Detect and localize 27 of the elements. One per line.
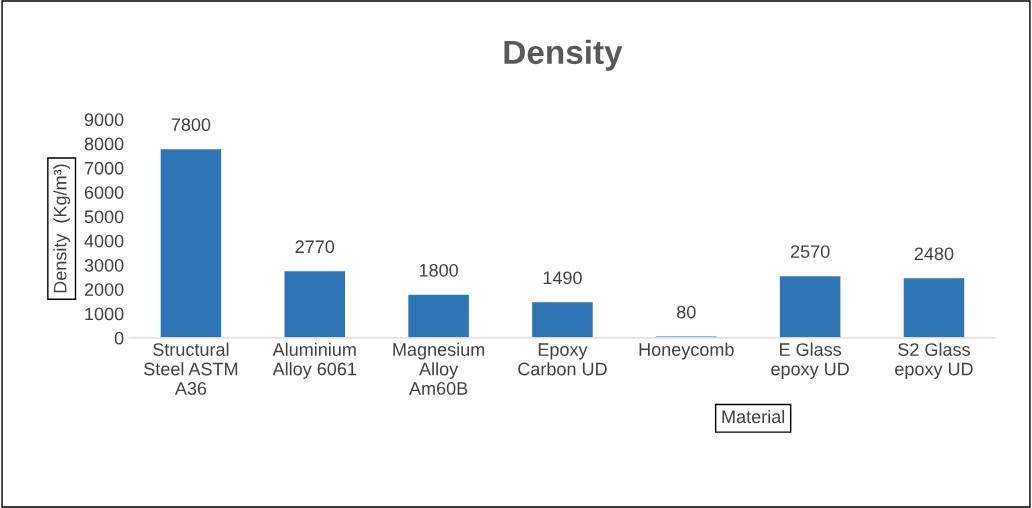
chart-title: Density <box>504 39 623 71</box>
data-label: 2570 <box>790 245 830 258</box>
data-label: 80 <box>677 305 696 319</box>
y-tick-label: 5000 <box>84 210 124 224</box>
y-tick-label: 8000 <box>84 137 124 151</box>
x-tick-label: Magnesium Alloy Am60B <box>393 342 485 395</box>
x-tick-label: E Glass epoxy UD <box>771 342 849 379</box>
y-tick-label: 2000 <box>84 283 124 296</box>
data-label: 2770 <box>295 240 335 254</box>
x-axis-title: Material <box>722 409 785 424</box>
y-tick-label: 7000 <box>84 161 124 175</box>
y-tick-label: 1000 <box>85 307 124 321</box>
y-tick-label: 9000 <box>84 113 124 127</box>
x-tick-label: S2 Glass epoxy UD <box>895 342 973 379</box>
y-tick-label: 4000 <box>84 234 124 248</box>
x-tick-label: Epoxy Carbon UD <box>518 343 607 376</box>
y-tick-label: 6000 <box>84 186 124 199</box>
data-label: 1490 <box>543 271 582 285</box>
y-tick-label: 0 <box>114 331 124 345</box>
x-tick-label: Structural Steel ASTM A36 <box>144 342 238 395</box>
x-tick-label: Honeycomb <box>639 342 734 360</box>
y-axis-title: Density (Kg/m³) <box>53 164 71 293</box>
data-label: 2480 <box>914 247 954 261</box>
x-tick-label: Aluminium Alloy 6061 <box>272 342 357 379</box>
data-label: 1800 <box>419 263 458 277</box>
y-tick-label: 3000 <box>84 258 124 272</box>
data-label: 7800 <box>171 118 211 132</box>
